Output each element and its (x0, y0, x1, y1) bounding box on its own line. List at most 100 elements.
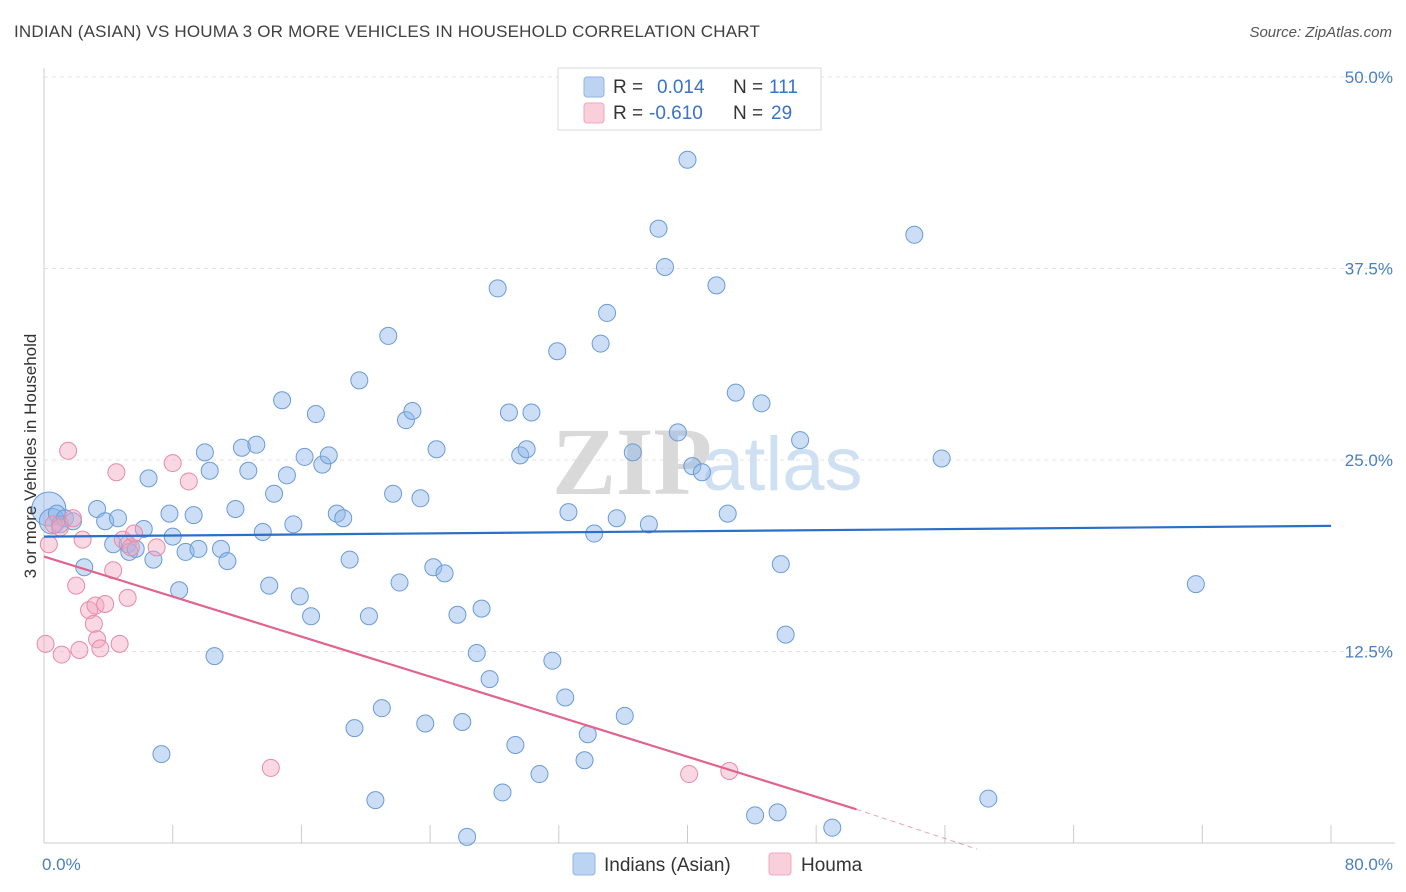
indians-point-40 (295, 447, 314, 466)
indians-point-95 (692, 463, 711, 482)
houma-point-17 (107, 463, 126, 482)
indians-point-39 (290, 587, 309, 606)
indians-point-54 (384, 484, 403, 503)
houma-point-8 (70, 640, 89, 659)
indians-point-47 (340, 550, 359, 569)
legend-n-value-1: 111 (769, 77, 798, 98)
indians-point-32 (247, 435, 266, 454)
indians-point-98 (726, 383, 745, 402)
houma-trend-extension (856, 808, 978, 850)
legend-r-label-2: R = (613, 103, 643, 124)
indians-point-101 (768, 803, 787, 822)
indians-point-62 (435, 564, 454, 583)
y-tick-label-2: 37.5% (1345, 260, 1393, 279)
houma-point-24 (163, 454, 182, 473)
houma-point-7 (67, 576, 86, 595)
indians-point-57 (403, 401, 422, 420)
indians-point-31 (239, 461, 258, 480)
houma-point-18 (110, 634, 129, 653)
data-points (31, 150, 1205, 846)
indians-point-78 (548, 342, 567, 361)
indians-point-104 (791, 431, 810, 450)
indians-point-89 (639, 515, 658, 534)
indians-point-88 (623, 443, 642, 462)
indians-point-77 (543, 651, 562, 670)
legend-n-label-1: N = (733, 77, 763, 98)
indians-point-15 (139, 469, 158, 488)
indians-point-59 (416, 714, 435, 733)
indians-point-76 (530, 765, 549, 784)
houma-point-1 (39, 535, 58, 554)
indians-point-86 (607, 509, 626, 528)
indians-point-38 (284, 515, 303, 534)
indians-point-22 (184, 506, 203, 525)
indians-point-52 (372, 699, 391, 718)
indians-point-17 (152, 745, 171, 764)
houma-point-10 (80, 601, 99, 620)
indians-point-94 (683, 457, 702, 476)
indians-point-28 (218, 552, 237, 571)
indians-point-93 (678, 150, 697, 169)
houma-point-22 (125, 524, 144, 543)
indians-point-66 (467, 644, 486, 663)
indians-point-34 (260, 576, 279, 595)
indians-point-84 (591, 334, 610, 353)
y-tick-label-1: 25.0% (1345, 451, 1393, 470)
indians-point-108 (979, 789, 998, 808)
indians-point-23 (189, 539, 208, 558)
indians-point-79 (556, 688, 575, 707)
indians-point-53 (379, 326, 398, 345)
indians-point-56 (396, 411, 415, 430)
x-tick-label-1: 80.0% (1345, 855, 1393, 874)
axes (43, 68, 1395, 844)
indians-point-60 (424, 558, 443, 577)
houma-point-20 (118, 588, 137, 607)
watermark-atlas: atlas (702, 422, 863, 507)
indians-point-100 (752, 394, 771, 413)
indians-point-61 (427, 440, 446, 459)
chart-title: INDIAN (ASIAN) VS HOUMA 3 OR MORE VEHICL… (14, 22, 761, 41)
source-credit: Source: ZipAtlas.com (1249, 24, 1392, 41)
houma-point-6 (63, 509, 82, 528)
y-tick-label-3: 50.0% (1345, 68, 1393, 87)
y-tick-labels: 12.5% 25.0% 37.5% 50.0% (1345, 68, 1393, 662)
houma-point-9 (73, 530, 92, 549)
houma-point-26 (261, 758, 280, 777)
houma-point-5 (59, 441, 78, 460)
y-tick-label-0: 12.5% (1345, 643, 1393, 662)
indians-point-51 (366, 791, 385, 810)
indians-point-103 (776, 625, 795, 644)
grid-lines (44, 76, 1395, 652)
indians-point-37 (277, 466, 296, 485)
indians-point-102 (771, 555, 790, 574)
houma-point-4 (52, 645, 71, 664)
stats-legend: R = 0.014 N = 111 R = -0.610 N = 29 (557, 67, 822, 131)
series-swatch-houma (768, 852, 792, 876)
indians-point-26 (205, 647, 224, 666)
houma-point-14 (91, 639, 110, 658)
indians-point-45 (327, 504, 346, 523)
indians-point-68 (480, 670, 499, 689)
indians-point-18 (160, 504, 179, 523)
indians-point-44 (319, 446, 338, 465)
indians-point-71 (499, 403, 518, 422)
indians-point-29 (226, 500, 245, 519)
indians-point-72 (506, 735, 525, 754)
indians-point-46 (334, 509, 353, 528)
series-label-houma: Houma (801, 855, 863, 876)
indians-point-105 (823, 818, 842, 837)
x-tick-labels: 0.0% 80.0% (42, 855, 1393, 874)
indians-point-97 (718, 504, 737, 523)
indians-point-48 (345, 719, 364, 738)
trend-lines (43, 524, 1332, 850)
indians-point-35 (265, 484, 284, 503)
y-axis-label: 3 or more Vehicles in Household (21, 334, 40, 579)
indians-point-55 (390, 573, 409, 592)
houma-point-25 (179, 472, 198, 491)
indians-point-85 (598, 303, 617, 322)
houma-point-21 (121, 538, 140, 557)
legend-swatch-indians (583, 76, 605, 98)
indians-point-81 (575, 751, 594, 770)
indians-point-107 (932, 449, 951, 468)
indians-point-42 (306, 405, 325, 424)
